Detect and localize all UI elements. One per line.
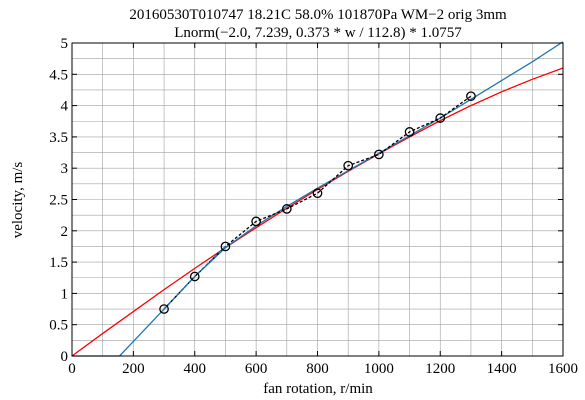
y-tick-label: 1.5 — [49, 255, 68, 271]
y-tick-label: 0 — [61, 349, 69, 365]
y-tick-label: 2.5 — [49, 193, 68, 209]
grid — [72, 43, 563, 356]
data-point-marker — [343, 160, 354, 171]
y-tick-label: 3.5 — [49, 130, 68, 146]
y-tick-label: 1 — [61, 286, 69, 302]
y-tick-labels: 0 0.5 1 1.5 2 2.5 3 3.5 4 4.5 5 — [49, 36, 68, 365]
data-point-marker — [281, 204, 292, 214]
y-axis-label: velocity, m/s — [10, 162, 26, 239]
y-tick-label: 5 — [61, 36, 69, 52]
y-tick-label: 3 — [61, 161, 69, 177]
x-tick-label: 1400 — [487, 361, 517, 377]
y-tick-label: 4 — [61, 99, 69, 115]
axis-ticks — [71, 42, 564, 357]
data-point-marker — [435, 113, 446, 123]
x-tick-label: 1600 — [548, 361, 578, 377]
y-tick-label: 0.5 — [49, 318, 68, 334]
x-axis-label: fan rotation, r/min — [263, 381, 373, 397]
x-tick-label: 800 — [306, 361, 329, 377]
y-tick-label: 2 — [61, 224, 69, 240]
data-point-marker — [404, 127, 415, 137]
plot-series — [71, 41, 564, 357]
data-point-marker — [159, 304, 169, 314]
chart-subtitle: Lnorm(−2.0, 7.239, 0.373 * w / 112.8) * … — [174, 25, 462, 41]
data-point-marker — [312, 188, 323, 199]
y-tick-label: 4.5 — [49, 67, 68, 83]
data-point-marker — [251, 216, 261, 227]
dashed-connector-line — [163, 245, 226, 310]
x-tick-label: 600 — [245, 361, 268, 377]
x-tick-labels: 0 200 400 600 800 1000 1200 1400 1600 — [68, 361, 578, 377]
data-point-marker — [220, 241, 231, 252]
x-tick-label: 400 — [184, 361, 207, 377]
x-tick-label: 1000 — [364, 361, 394, 377]
data-point-marker — [189, 271, 200, 282]
x-tick-label: 200 — [122, 361, 145, 377]
chart-title: 20160530T010747 18.21C 58.0% 101870Pa WM… — [129, 7, 507, 23]
data-point-marker — [466, 91, 476, 102]
x-tick-label: 0 — [68, 361, 76, 377]
x-tick-label: 1200 — [425, 361, 455, 377]
data-point-marker — [374, 149, 384, 160]
